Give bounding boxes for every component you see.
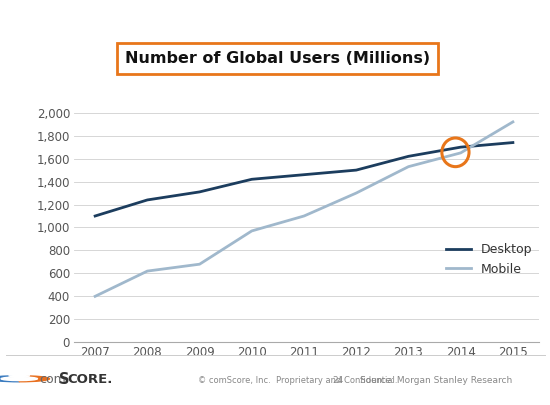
Text: © comScore, Inc.  Proprietary and Confidential.: © comScore, Inc. Proprietary and Confide… xyxy=(198,376,398,386)
Text: Number of Global Users (Millions): Number of Global Users (Millions) xyxy=(125,51,430,66)
Mobile xyxy=(92,294,98,299)
Wedge shape xyxy=(0,376,19,382)
Wedge shape xyxy=(9,376,30,379)
Mobile xyxy=(144,269,151,273)
Text: Source: Morgan Stanley Research: Source: Morgan Stanley Research xyxy=(360,376,513,386)
Legend: Desktop, Mobile: Desktop, Mobile xyxy=(446,243,533,276)
Mobile xyxy=(301,213,307,218)
Mobile xyxy=(510,119,516,124)
Wedge shape xyxy=(19,376,50,382)
Circle shape xyxy=(1,377,37,381)
Desktop xyxy=(92,213,98,218)
Desktop xyxy=(196,190,203,194)
Mobile xyxy=(353,191,360,196)
Desktop xyxy=(249,177,255,182)
Mobile xyxy=(458,151,464,156)
Text: 24: 24 xyxy=(333,376,344,386)
Desktop xyxy=(144,198,151,202)
Desktop xyxy=(510,140,516,145)
Line: Desktop: Desktop xyxy=(95,143,513,216)
Desktop xyxy=(405,154,412,159)
Mobile xyxy=(196,262,203,266)
Mobile xyxy=(249,228,255,233)
Text: CORE.: CORE. xyxy=(68,373,113,386)
Text: com: com xyxy=(40,373,67,386)
Mobile xyxy=(405,164,412,169)
Text: S: S xyxy=(59,372,69,387)
Desktop xyxy=(458,145,464,149)
Line: Mobile: Mobile xyxy=(95,122,513,296)
Desktop xyxy=(353,168,360,173)
Desktop xyxy=(301,172,307,177)
